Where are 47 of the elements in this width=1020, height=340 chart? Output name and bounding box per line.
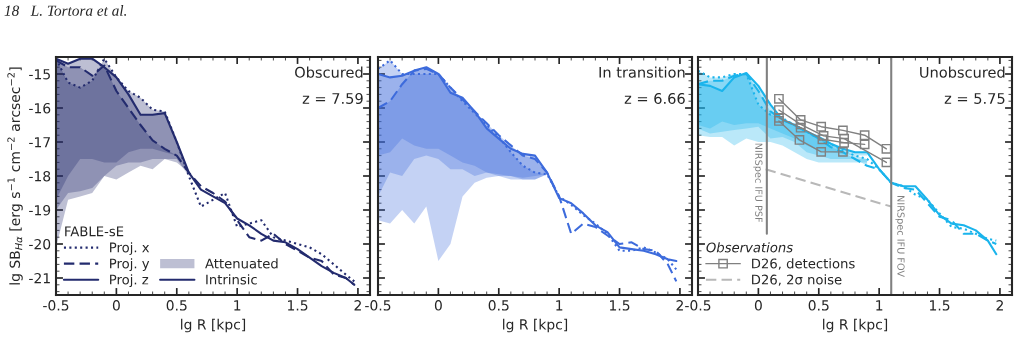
ref-line-label: NIRSpec IFU PSF <box>753 143 763 223</box>
x-tick-label: 2 <box>676 300 683 311</box>
x-tick-label: 1 <box>876 300 883 311</box>
text: z = 6.66 <box>624 92 685 104</box>
y-tick-label: -19 <box>29 204 51 216</box>
ref-line-label: NIRSpec IFU FOV <box>895 195 905 278</box>
legend-label: D26, detections <box>752 258 855 270</box>
x-axis-title: lg R [kpc] <box>181 318 246 333</box>
y-tick-label: -15 <box>29 69 50 80</box>
y-tick-label: -16 <box>29 102 51 114</box>
y-tick-label: -18 <box>29 170 51 182</box>
x-tick-label: 1.5 <box>930 300 950 311</box>
x-tick-label: 2 <box>354 300 361 311</box>
legend-title: FABLE-sE <box>65 226 124 237</box>
text: z = 5.75 <box>944 93 1005 104</box>
text: Obscured <box>295 66 363 78</box>
text: lg SB$_{Hα}$ [erg s$^{−1}$ cm$^{−2}$ arcsec$^{−2}$] <box>7 67 23 285</box>
x-tick-label: 0.5 <box>808 300 829 311</box>
legend-label: D26, 2σ noise <box>752 274 842 286</box>
x-tick-label: 0 <box>754 300 762 311</box>
x-tick-label: 1.5 <box>610 300 630 311</box>
x-tick-label: 0.5 <box>166 300 187 311</box>
y-tick-label: -17 <box>29 137 50 148</box>
text: 18 L. Tortora et al. <box>4 5 127 16</box>
text: z = 7.59 <box>302 92 363 104</box>
y-tick-label: -21 <box>29 272 50 284</box>
x-tick-label: 1 <box>556 300 563 311</box>
x-axis-title: lg R [kpc] <box>823 318 888 333</box>
legend-title: Observations <box>706 242 793 253</box>
legend-label: Proj. x <box>110 242 150 255</box>
x-tick-label: -0.5 <box>43 300 69 311</box>
x-tick-label: 1 <box>234 300 241 311</box>
annotation: Intrinsic <box>206 274 257 285</box>
y-tick-label: -20 <box>29 238 51 250</box>
x-tick-label: -0.5 <box>365 300 391 311</box>
text: In transition <box>599 66 685 78</box>
annotation: Attenuated <box>205 258 278 269</box>
legend-label: Proj. y <box>110 258 150 272</box>
x-tick-label: 0.5 <box>488 300 509 311</box>
x-tick-label: 1.5 <box>288 300 308 311</box>
x-tick-label: 0 <box>434 300 442 311</box>
x-tick-label: 0 <box>112 300 120 311</box>
legend-label: Proj. z <box>110 274 149 288</box>
x-tick-label: -0.5 <box>685 300 711 311</box>
x-axis-title: lg R [kpc] <box>503 318 568 333</box>
text: Unobscured <box>920 66 1005 78</box>
x-tick-label: 2 <box>996 300 1003 311</box>
